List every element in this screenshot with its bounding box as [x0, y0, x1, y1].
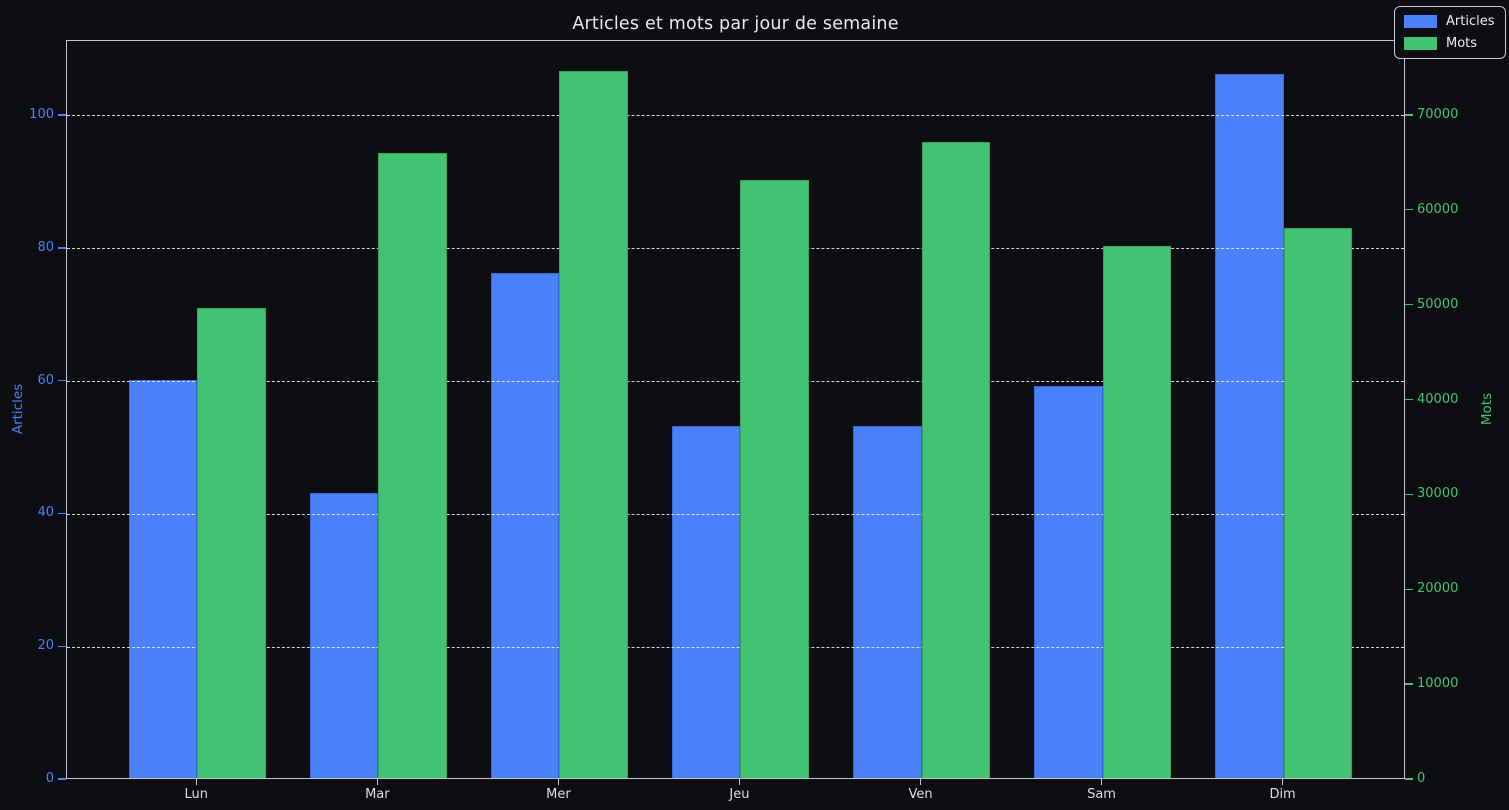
bar-mots-mer [559, 71, 628, 778]
right-tick-70000 [1405, 114, 1413, 116]
x-tick-label-mar: Mar [365, 787, 390, 802]
right-tick-0 [1405, 778, 1413, 780]
right-tick-label-0: 0 [1417, 771, 1426, 786]
x-tick-mer [557, 779, 560, 785]
right-tick-label-10000: 10000 [1417, 676, 1459, 692]
bar-articles-mar [309, 492, 379, 778]
bar-articles-mer [490, 273, 560, 778]
left-axis-label: Articles [10, 383, 26, 435]
left-tick-100 [58, 114, 66, 116]
right-tick-50000 [1405, 303, 1413, 306]
legend-label-mots: Mots [1446, 36, 1478, 51]
right-tick-30000 [1405, 493, 1413, 496]
bar-mots-jeu [740, 180, 809, 778]
left-tick-label-40: 40 [37, 505, 54, 521]
bar-articles-jeu [671, 426, 741, 778]
x-tick-label-sam: Sam [1087, 787, 1116, 802]
gridline-60 [67, 381, 1404, 383]
right-tick-40000 [1405, 398, 1413, 401]
gridline-100 [67, 115, 1404, 117]
chart-title: Articles et mots par jour de semaine [572, 14, 899, 34]
plot-area [66, 40, 1405, 779]
legend: Articles Mots [1394, 6, 1506, 59]
bar-mots-mar [378, 152, 447, 778]
bar-articles-dim [1215, 74, 1284, 778]
left-tick-label-100: 100 [29, 107, 54, 123]
bar-mots-dim [1283, 227, 1353, 778]
left-tick-80 [58, 247, 66, 249]
x-tick-label-mer: Mer [546, 787, 571, 802]
bar-mots-sam [1102, 245, 1172, 778]
x-tick-jeu [738, 779, 741, 785]
legend-swatch-articles [1404, 15, 1437, 28]
right-tick-20000 [1405, 588, 1413, 590]
right-tick-60000 [1405, 209, 1413, 211]
x-tick-label-dim: Dim [1269, 787, 1296, 802]
legend-item-mots: Mots [1404, 36, 1496, 51]
right-tick-label-20000: 20000 [1417, 581, 1459, 597]
right-tick-label-30000: 30000 [1417, 486, 1459, 502]
x-tick-sam [1100, 779, 1103, 785]
x-tick-mar [376, 779, 379, 785]
bar-articles-sam [1034, 386, 1103, 778]
right-tick-label-60000: 60000 [1417, 201, 1459, 217]
bar-articles-ven [853, 426, 922, 778]
gridline-80 [67, 248, 1404, 250]
x-tick-label-ven: Ven [908, 787, 933, 802]
left-tick-40 [58, 512, 66, 515]
left-tick-0 [58, 778, 66, 780]
bar-mots-lun [197, 308, 266, 778]
x-tick-dim [1281, 779, 1284, 785]
right-tick-label-40000: 40000 [1417, 391, 1459, 407]
x-tick-ven [919, 779, 922, 785]
legend-item-articles: Articles [1404, 14, 1496, 29]
left-tick-label-60: 60 [37, 372, 54, 388]
x-tick-label-lun: Lun [184, 787, 209, 802]
left-tick-20 [58, 645, 66, 647]
legend-swatch-mots [1404, 37, 1437, 50]
left-tick-60 [58, 379, 66, 382]
bar-mots-ven [921, 142, 990, 778]
left-tick-label-20: 20 [37, 638, 54, 654]
right-tick-label-50000: 50000 [1417, 296, 1459, 312]
x-tick-label-jeu: Jeu [729, 787, 750, 802]
left-tick-label-0: 0 [45, 771, 54, 786]
x-tick-lun [195, 779, 197, 785]
left-tick-label-80: 80 [37, 239, 54, 255]
right-tick-label-70000: 70000 [1417, 106, 1459, 122]
legend-label-articles: Articles [1446, 14, 1495, 29]
right-tick-10000 [1405, 683, 1413, 685]
bar-articles-lun [128, 379, 198, 778]
